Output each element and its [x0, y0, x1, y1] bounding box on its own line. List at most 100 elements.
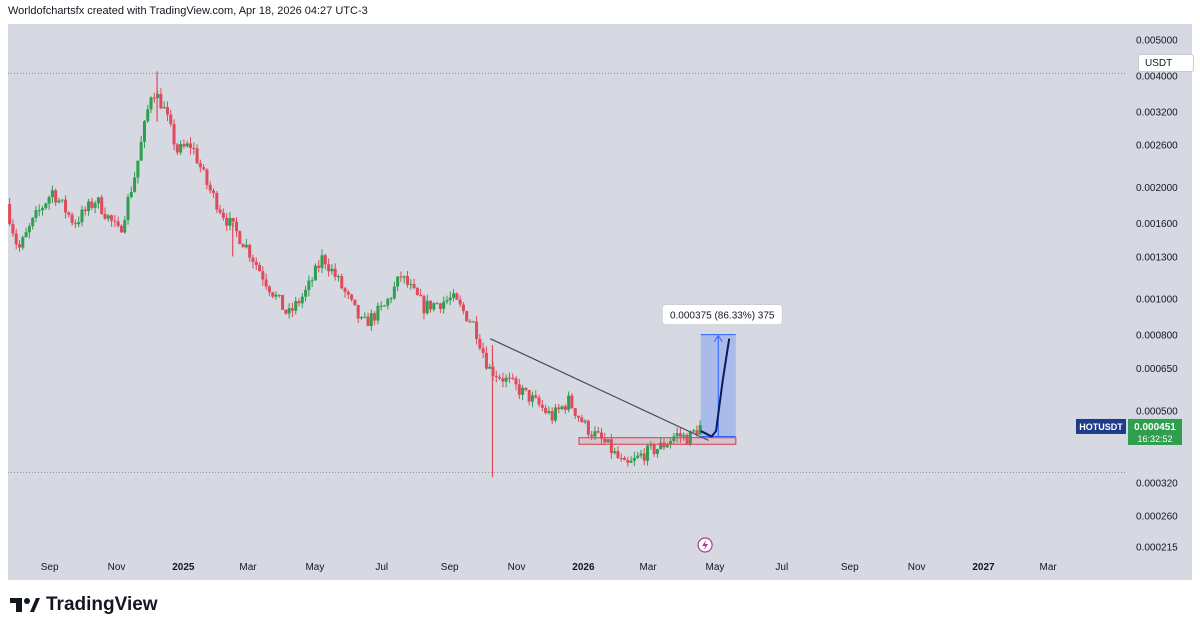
candle-body: [521, 387, 525, 395]
candle-body: [619, 457, 623, 459]
candle-body: [195, 148, 199, 164]
candle-body: [159, 94, 163, 109]
price-tag: [1128, 418, 1182, 445]
candle-body: [537, 397, 541, 405]
candle-body: [281, 295, 285, 310]
candle-body: [415, 287, 419, 295]
candle-body: [37, 210, 41, 212]
candle-body: [129, 191, 133, 197]
candle-body: [336, 276, 340, 278]
countdown-label: 16:32:52: [1137, 434, 1172, 444]
candle-body: [119, 225, 123, 233]
candle-body: [396, 276, 400, 287]
candle-body: [419, 294, 423, 297]
y-tick-label: 0.004000: [1136, 71, 1178, 82]
y-tick-label: 0.003200: [1136, 107, 1178, 118]
candle-body: [343, 288, 347, 292]
x-tick-label: 2027: [972, 562, 995, 573]
candle-body: [100, 197, 104, 214]
candle-body: [471, 321, 475, 323]
candle-body: [31, 217, 35, 227]
candle-body: [642, 453, 646, 461]
candle-body: [277, 294, 281, 296]
candle-body: [307, 280, 311, 290]
candle-body: [616, 451, 620, 458]
x-tick-label: Sep: [441, 562, 459, 573]
support-zone: [578, 437, 737, 445]
candle-body: [346, 291, 350, 295]
candle-body: [320, 255, 324, 268]
candle-body: [530, 395, 534, 402]
candle-body: [133, 177, 137, 192]
candle-body: [606, 439, 610, 443]
y-tick-label: 0.000215: [1136, 542, 1178, 553]
candle-body: [692, 430, 696, 432]
x-tick-label: Mar: [1040, 562, 1058, 573]
candle-body: [547, 411, 551, 413]
candle-body: [50, 190, 54, 198]
candle-body: [517, 384, 521, 395]
overlays: 0.000375 (86.33%) 375 HOTUSDT 0.00045116:3…: [661, 304, 1182, 553]
candle-body: [629, 460, 633, 463]
candle-body: [225, 217, 229, 226]
candle-body: [11, 224, 15, 234]
candle-body: [304, 289, 308, 297]
candle-body: [484, 352, 488, 369]
candle-body: [514, 378, 518, 385]
candle-body: [623, 457, 627, 461]
candle-body: [271, 292, 275, 297]
candle-body: [113, 220, 117, 222]
candle-body: [228, 217, 232, 226]
y-tick-label: 0.002000: [1136, 183, 1178, 194]
candle-body: [376, 305, 380, 321]
candle-body: [369, 313, 373, 327]
candle-body: [698, 425, 702, 435]
candle-body: [662, 442, 666, 448]
candle-body: [64, 199, 68, 213]
candle-body: [563, 406, 567, 410]
x-tick-label: Nov: [908, 562, 926, 573]
candle-body: [297, 301, 301, 304]
candle-body: [695, 430, 699, 435]
candle-body: [212, 190, 216, 193]
candle-body: [382, 305, 386, 307]
candle-body: [406, 276, 410, 285]
candle-body: [379, 305, 383, 307]
brand-name: TradingView: [46, 594, 158, 615]
price-label: 0.000451: [1134, 422, 1176, 433]
candle-body: [613, 451, 617, 454]
candle-body: [639, 453, 643, 456]
candle-body: [238, 231, 242, 244]
candle-body: [488, 366, 492, 369]
tradingview-logo[interactable]: TradingView: [10, 594, 158, 616]
candle-body: [330, 268, 334, 272]
x-tick-label: 2026: [572, 562, 595, 573]
candle-body: [192, 147, 196, 149]
x-tick-label: May: [706, 562, 725, 573]
price-chart[interactable]: 0.005000 0.004000 0.003200 0.002600 0.002000…: [8, 24, 1192, 580]
candle-body: [389, 298, 393, 300]
candle-body: [442, 301, 446, 309]
candle-body: [248, 244, 252, 258]
chart-area[interactable]: 0.005000 0.004000 0.003200 0.002600 0.002000…: [8, 24, 1194, 580]
candle-body: [139, 141, 143, 161]
candle-body: [267, 286, 271, 293]
candle-body: [251, 257, 255, 262]
lightning-icon: [702, 540, 709, 550]
candle-body: [254, 261, 258, 266]
candle-body: [24, 232, 28, 238]
candle-body: [478, 338, 482, 349]
candle-body: [511, 378, 515, 380]
candle-body: [540, 404, 544, 408]
candle-body: [409, 284, 413, 286]
candle-body: [603, 438, 607, 443]
currency-badge[interactable]: USDT: [1138, 54, 1194, 72]
candle-body: [261, 271, 265, 280]
candle-body: [106, 215, 110, 219]
candle-body: [402, 276, 406, 278]
candle-body: [596, 431, 600, 433]
x-tick-label: Nov: [508, 562, 526, 573]
candle-body: [77, 222, 81, 225]
x-tick-label: Jul: [775, 562, 788, 573]
candle-body: [573, 408, 577, 416]
